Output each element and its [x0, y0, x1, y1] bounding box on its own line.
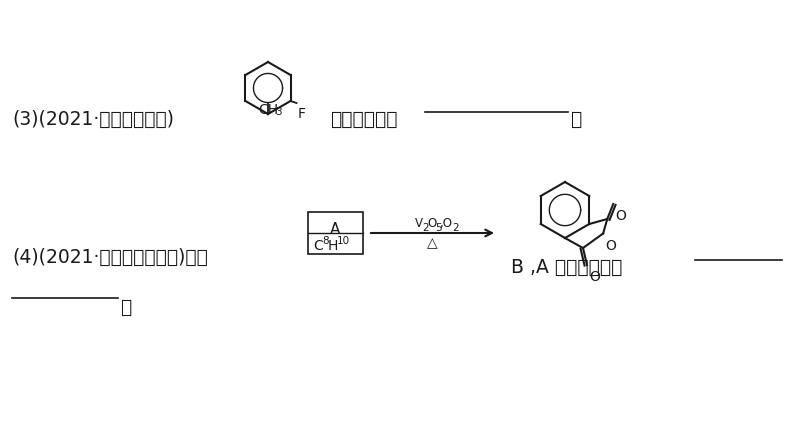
Text: H: H [328, 239, 338, 253]
Text: 2: 2 [422, 223, 429, 233]
Text: 的化学名称为: 的化学名称为 [330, 110, 398, 129]
Text: 5: 5 [435, 223, 442, 233]
Text: (4)(2021·河北选择考节选)已知: (4)(2021·河北选择考节选)已知 [12, 248, 208, 267]
Text: O: O [605, 239, 616, 253]
Text: C: C [313, 239, 322, 253]
Text: F: F [298, 107, 306, 121]
Text: 2: 2 [453, 223, 459, 233]
Text: V: V [414, 217, 422, 230]
Text: 3: 3 [275, 107, 282, 117]
Text: O: O [589, 270, 600, 284]
Text: 10: 10 [337, 236, 350, 246]
Text: 。: 。 [120, 298, 131, 317]
Text: ,O: ,O [440, 217, 453, 230]
Bar [308, 212, 363, 254]
Text: △: △ [427, 236, 437, 250]
Text: O: O [615, 209, 626, 223]
Text: O: O [427, 217, 437, 230]
Text: CH: CH [258, 103, 278, 117]
Text: (3)(2021·全国乙卷节选): (3)(2021·全国乙卷节选) [12, 110, 174, 129]
Text: B: B [510, 258, 523, 277]
Text: ,A 的化学名称为: ,A 的化学名称为 [530, 258, 622, 277]
Text: A: A [330, 222, 341, 237]
Text: 。: 。 [570, 110, 581, 129]
Text: 8: 8 [322, 236, 329, 246]
